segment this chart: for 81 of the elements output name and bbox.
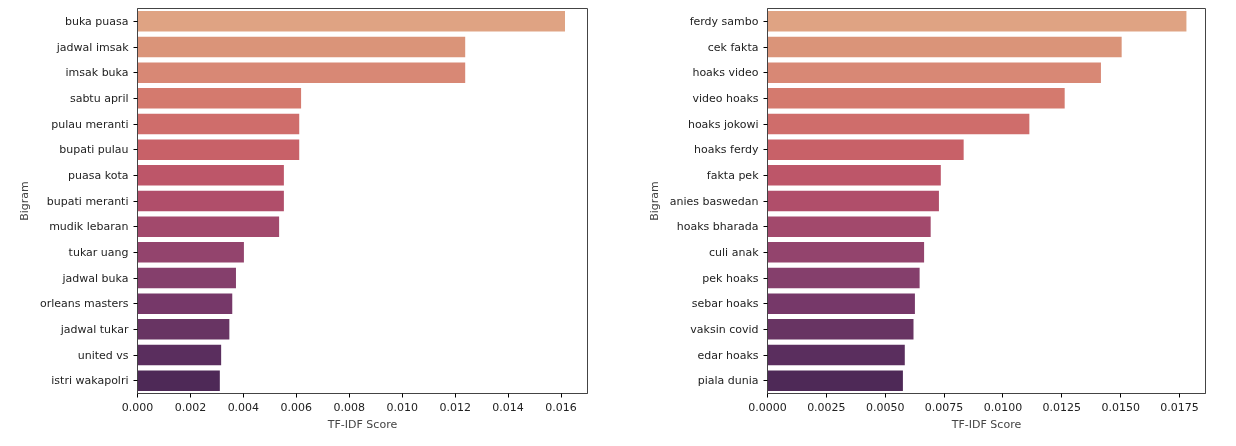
bar xyxy=(137,36,466,58)
x-tick-label: 0.0025 xyxy=(807,400,846,414)
y-tick-label: tukar uang xyxy=(68,245,129,259)
bar xyxy=(767,344,905,366)
bar xyxy=(767,11,1187,32)
bar xyxy=(767,88,1065,109)
y-tick-label: ferdy sambo xyxy=(689,14,759,28)
bar xyxy=(137,11,565,32)
bar xyxy=(767,62,1101,83)
x-tick-label: 0.002 xyxy=(174,400,207,414)
bar xyxy=(767,36,1122,58)
bar xyxy=(767,293,915,314)
bar xyxy=(137,242,244,263)
y-tick-label: jadwal buka xyxy=(61,271,129,285)
bar xyxy=(767,319,914,340)
y-tick-label: sebar hoaks xyxy=(691,297,759,311)
bar xyxy=(767,370,903,391)
x-tick-label: 0.016 xyxy=(545,400,577,414)
y-tick-label: hoaks jokowi xyxy=(687,117,759,131)
bar xyxy=(767,165,941,186)
y-tick-label: edar hoaks xyxy=(697,348,759,362)
bar xyxy=(137,344,222,366)
bar xyxy=(767,113,1030,135)
x-tick-label: 0.012 xyxy=(439,400,471,414)
y-tick-label: video hoaks xyxy=(692,91,759,105)
bar xyxy=(767,139,964,160)
bar xyxy=(767,216,931,237)
y-tick-label: bupati meranti xyxy=(46,194,129,208)
y-tick-label: buka puasa xyxy=(64,14,129,28)
x-tick-label: 0.000 xyxy=(121,400,154,414)
y-tick-label: culi anak xyxy=(709,245,760,259)
x-tick-label: 0.014 xyxy=(492,400,524,414)
x-tick-label: 0.0150 xyxy=(1101,400,1140,414)
x-tick-label: 0.004 xyxy=(227,400,260,414)
bar xyxy=(137,88,302,109)
x-tick-label: 0.008 xyxy=(333,400,366,414)
bar xyxy=(137,165,284,186)
bar xyxy=(137,216,280,237)
y-tick-label: fakta pek xyxy=(706,168,760,182)
y-tick-label: hoaks ferdy xyxy=(694,143,759,157)
bar xyxy=(137,113,300,135)
x-axis-title: TF-IDF Score xyxy=(950,417,1022,431)
y-tick-label: anies baswedan xyxy=(669,194,759,208)
bar xyxy=(137,62,466,83)
y-axis-title: Bigram xyxy=(17,181,31,221)
bar xyxy=(137,190,284,212)
bar xyxy=(137,319,230,340)
y-tick-label: united vs xyxy=(77,348,129,362)
y-tick-label: cek fakta xyxy=(707,40,759,54)
bar xyxy=(137,139,300,160)
y-tick-label: sabtu april xyxy=(69,91,129,105)
x-tick-label: 0.010 xyxy=(386,400,418,414)
y-tick-label: bupati pulau xyxy=(59,143,129,157)
y-axis-title: Bigram xyxy=(647,181,661,221)
x-tick-label: 0.0075 xyxy=(924,400,964,414)
y-tick-label: jadwal tukar xyxy=(59,322,129,336)
x-tick-label: 0.0050 xyxy=(866,400,905,414)
bar xyxy=(767,267,920,289)
y-tick-label: hoaks bharada xyxy=(676,220,759,234)
bar xyxy=(767,190,939,212)
x-tick-label: 0.0125 xyxy=(1042,400,1082,414)
y-tick-label: pulau meranti xyxy=(51,117,129,131)
bar xyxy=(137,293,233,314)
y-tick-label: jadwal imsak xyxy=(55,40,130,54)
bar xyxy=(137,370,220,391)
x-tick-label: 0.006 xyxy=(280,400,313,414)
y-tick-label: istri wakapolri xyxy=(51,374,129,388)
y-tick-label: mudik lebaran xyxy=(49,220,129,234)
y-tick-label: vaksin covid xyxy=(690,322,759,336)
y-tick-label: puasa kota xyxy=(68,168,129,182)
x-axis-title: TF-IDF Score xyxy=(326,417,398,431)
y-tick-label: orleans masters xyxy=(39,297,129,311)
y-tick-label: imsak buka xyxy=(65,66,129,80)
y-tick-label: piala dunia xyxy=(697,374,759,388)
y-tick-label: pek hoaks xyxy=(702,271,759,285)
x-tick-label: 0.0100 xyxy=(983,400,1023,414)
x-tick-label: 0.0175 xyxy=(1160,400,1199,414)
bar xyxy=(767,242,925,263)
x-tick-label: 0.0000 xyxy=(748,400,787,414)
bar xyxy=(137,267,236,289)
y-tick-label: hoaks video xyxy=(692,66,759,80)
